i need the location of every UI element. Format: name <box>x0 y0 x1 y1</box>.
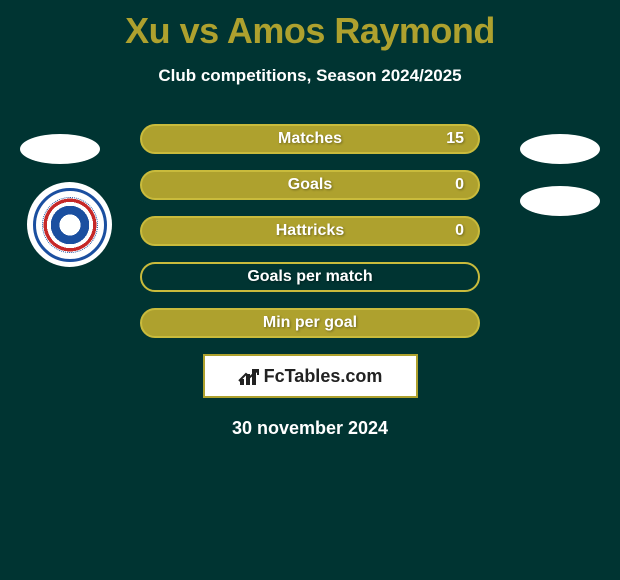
player-badge-left <box>20 134 100 164</box>
player-badge-right-1 <box>520 134 600 164</box>
stat-bar-min-per-goal: Min per goal <box>140 308 480 338</box>
brand-label: FcTables.com <box>264 366 383 387</box>
stat-label: Goals per match <box>247 268 372 286</box>
stat-value: 15 <box>446 130 464 148</box>
stat-label: Matches <box>278 130 342 148</box>
stat-bar-hattricks: Hattricks 0 <box>140 216 480 246</box>
page-title: Xu vs Amos Raymond <box>0 0 620 52</box>
stat-label: Goals <box>288 176 332 194</box>
stat-bar-matches: Matches 15 <box>140 124 480 154</box>
club-badge-inner <box>33 188 107 262</box>
stat-value: 0 <box>455 176 464 194</box>
stat-bars: Matches 15 Goals 0 Hattricks 0 Goals per… <box>140 124 480 338</box>
stat-bar-goals-per-match: Goals per match <box>140 262 480 292</box>
comparison-panel: Matches 15 Goals 0 Hattricks 0 Goals per… <box>0 124 620 439</box>
snapshot-date: 30 november 2024 <box>0 418 620 439</box>
subtitle: Club competitions, Season 2024/2025 <box>0 66 620 86</box>
stat-label: Hattricks <box>276 222 344 240</box>
brand-chart-icon <box>238 367 260 385</box>
player-badge-right-2 <box>520 186 600 216</box>
club-badge <box>27 182 112 267</box>
stat-value: 0 <box>455 222 464 240</box>
stat-bar-goals: Goals 0 <box>140 170 480 200</box>
stat-label: Min per goal <box>263 314 357 332</box>
brand-box[interactable]: FcTables.com <box>203 354 418 398</box>
